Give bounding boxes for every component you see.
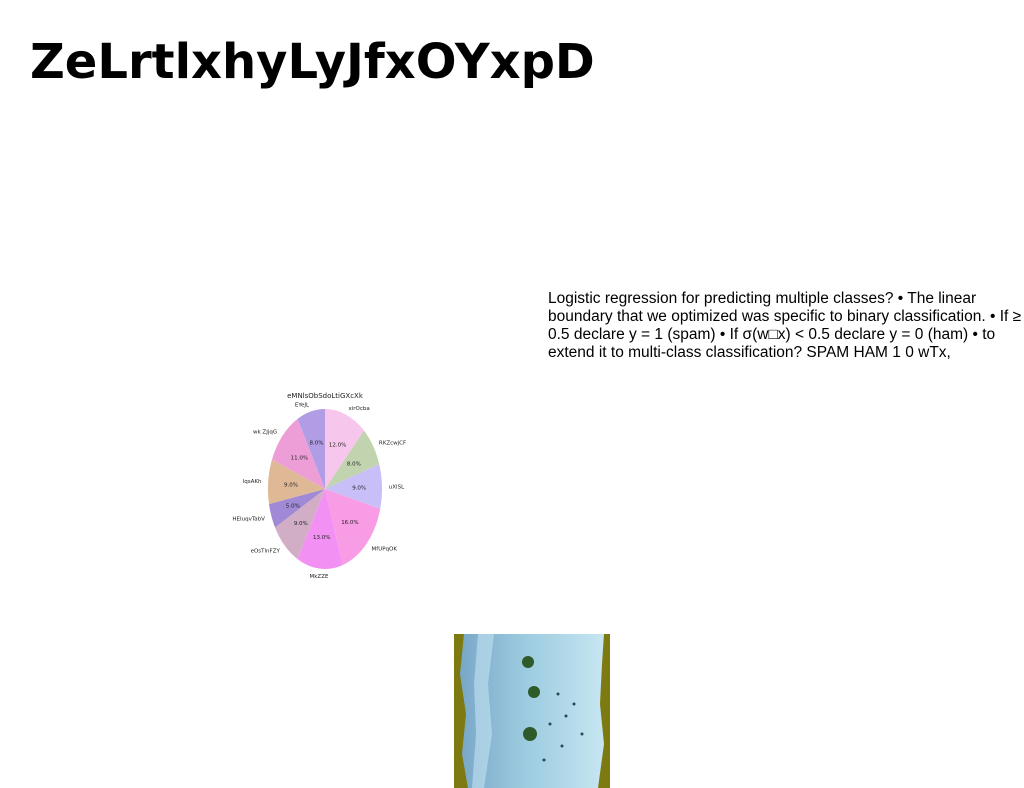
pie-labels: 12.0% xirOcba 8.0% RKZcwjCF 9.0% uXlSL 16.0% Mf… bbox=[232, 403, 406, 580]
slice-category-label: EYeJL bbox=[295, 403, 310, 409]
pie-slice bbox=[268, 459, 325, 504]
slice-percent-label: 13.0% bbox=[313, 535, 330, 541]
slice-category-label: RKZcwjCF bbox=[379, 440, 406, 446]
slice-category-label: lqsAKh bbox=[243, 479, 262, 485]
slice-percent-label: 9.0% bbox=[284, 482, 298, 488]
slice-category-label: HEIuqvTabV bbox=[232, 517, 265, 523]
pie-slice bbox=[272, 418, 325, 489]
pie-slice bbox=[325, 464, 382, 509]
pie-slice bbox=[325, 430, 380, 489]
pie-slices bbox=[268, 409, 382, 569]
pie-slice bbox=[325, 409, 365, 489]
slide-title: ZeLrtlxhyLyJfxOYxpD bbox=[30, 34, 595, 90]
pie-slice bbox=[269, 489, 325, 528]
pie-slice bbox=[297, 409, 325, 489]
aerial-beach-photo bbox=[454, 634, 610, 788]
pie-slice bbox=[275, 489, 325, 560]
slice-percent-label: 16.0% bbox=[341, 520, 358, 526]
slice-category-label: wk ZJjqG bbox=[253, 429, 277, 435]
slice-percent-label: 8.0% bbox=[347, 461, 361, 467]
slice-category-label: eOsTlnFZY bbox=[251, 549, 281, 555]
slice-percent-label: 12.0% bbox=[329, 442, 346, 448]
slice-category-label: xirOcba bbox=[349, 406, 370, 412]
slice-percent-label: 9.0% bbox=[352, 485, 366, 491]
pie-slice bbox=[325, 489, 381, 566]
aerial-beach-icon bbox=[454, 634, 610, 788]
slice-percent-label: 8.0% bbox=[310, 441, 324, 447]
slice-percent-label: 9.0% bbox=[294, 521, 308, 527]
chart-title: eMNlsObSdoLtiGXcXk bbox=[287, 392, 364, 400]
pie-slice bbox=[297, 489, 343, 569]
slice-category-label: uXlSL bbox=[389, 484, 405, 490]
slice-percent-label: 11.0% bbox=[291, 455, 308, 461]
slice-category-label: MfUPqOK bbox=[372, 547, 398, 553]
slice-category-label: MkZZE bbox=[310, 574, 329, 580]
slide-body-text: Logistic regression for predicting multi… bbox=[548, 290, 1022, 361]
pie-chart: eMNlsObSdoLtiGXcXk 12.0% xirOcba 8.0% RKZcw… bbox=[228, 384, 428, 584]
pie-chart-svg: eMNlsObSdoLtiGXcXk 12.0% xirOcba 8.0% RKZcw… bbox=[232, 392, 406, 580]
slice-percent-label: 5.0% bbox=[286, 503, 300, 509]
